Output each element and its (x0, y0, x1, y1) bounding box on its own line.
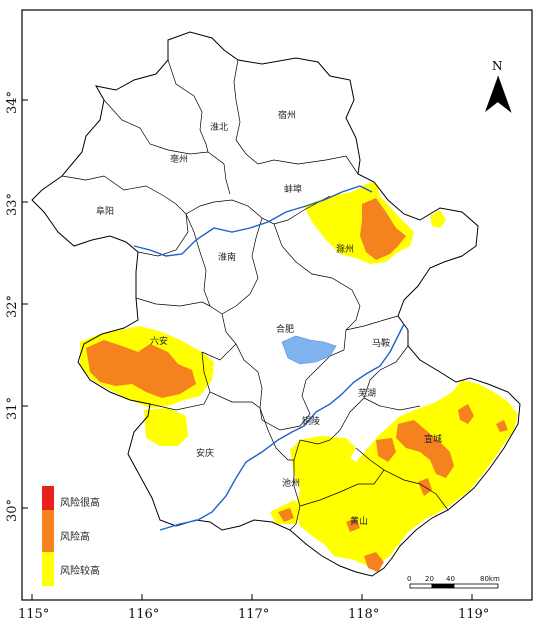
province-boundary (31, 31, 521, 577)
city-label-suzhou: 宿州 (278, 109, 296, 121)
north-arrow: N (485, 59, 512, 113)
lon-tick-118: 118° (348, 607, 379, 622)
lat-tick-33: 33° (5, 193, 20, 216)
city-label-bengbu: 蚌埠 (284, 183, 302, 195)
city-labels: 宿州 淮北 亳州 阜阳 蚌埠 淮南 滁州 六安 合肥 马鞍 芜湖 铜陵 宣城 安… (96, 109, 442, 527)
city-label-chuzhou: 滁州 (336, 244, 354, 255)
city-label-bozhou: 亳州 (170, 153, 188, 165)
scale-bar: 0 20 40 80km (407, 575, 500, 589)
city-label-anqing: 安庆 (196, 447, 214, 459)
city-label-hefei: 合肥 (276, 323, 294, 335)
legend-swatch-high (42, 510, 54, 552)
scale-label-0: 0 (407, 575, 411, 583)
north-label: N (492, 59, 503, 73)
city-label-wuhu: 芜湖 (358, 387, 376, 399)
city-label-huaibei: 淮北 (210, 122, 228, 133)
north-arrow-icon (485, 76, 498, 112)
legend-label-very-high: 风险很高 (60, 496, 100, 509)
lat-tick-30: 30° (5, 499, 20, 522)
city-label-maanshan: 马鞍 (372, 337, 390, 349)
scale-label-40: 40 (446, 575, 455, 583)
lat-tick-31: 31° (5, 397, 20, 420)
city-label-tongling: 铜陵 (302, 415, 320, 427)
risk-areas-high (86, 198, 508, 572)
lake-chaohu (281, 335, 337, 365)
legend-label-high: 风险高 (60, 530, 90, 543)
legend-swatch-moderate (42, 552, 54, 586)
lon-tick-115: 115° (18, 607, 49, 622)
city-label-huangshan: 黄山 (350, 515, 368, 527)
city-boundaries (61, 59, 449, 531)
lon-tick-119: 119° (458, 607, 489, 622)
legend-label-moderate: 风险较高 (60, 564, 100, 577)
legend-swatch-very-high (42, 486, 54, 510)
lon-tick-117: 117° (238, 607, 269, 622)
axis-ticks (22, 99, 473, 600)
lat-tick-34: 34° (5, 91, 20, 114)
city-label-luan: 六安 (150, 335, 168, 347)
city-label-chizhou: 池州 (282, 477, 300, 489)
lon-tick-116: 116° (128, 607, 159, 622)
city-label-huainan: 淮南 (218, 251, 236, 263)
longitude-labels: 115° 116° 117° 118° 119° (18, 607, 489, 622)
legend: 风险很高 风险高 风险较高 (42, 486, 100, 586)
lat-tick-32: 32° (5, 295, 20, 318)
scale-label-20: 20 (425, 575, 434, 583)
city-label-fuyang: 阜阳 (96, 205, 114, 217)
scale-label-80: 80km (480, 575, 500, 583)
city-label-xuancheng: 宣城 (424, 433, 442, 445)
latitude-labels: 34° 33° 32° 31° 30° (5, 91, 20, 522)
rivers (133, 185, 405, 531)
